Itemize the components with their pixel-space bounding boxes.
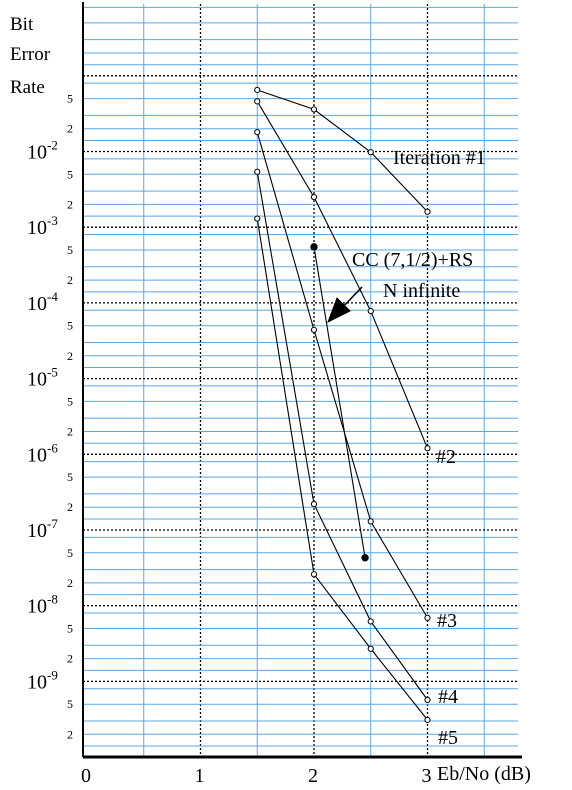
x-tick-label: 2	[308, 765, 318, 787]
y-minor-tick-label: 5	[67, 697, 73, 711]
y-minor-tick-label: 2	[67, 122, 73, 136]
axes	[82, 2, 522, 759]
y-tick-label: 10-5	[27, 365, 58, 391]
series-line	[256, 171, 428, 701]
series-line	[256, 132, 428, 619]
y-axis-label-line-2: Error	[10, 44, 51, 65]
data-point	[310, 326, 318, 333]
y-minor-tick-label: 2	[67, 349, 73, 363]
y-minor-tick-label: 5	[67, 621, 73, 635]
x-tick-label: 0	[81, 765, 91, 787]
y-minor-tick-label: 5	[67, 394, 73, 408]
data-point	[424, 696, 431, 703]
y-tick-label: 10-6	[27, 440, 58, 466]
data-point	[367, 307, 374, 315]
y-minor-tick-label: 5	[67, 243, 73, 257]
series-line	[313, 246, 366, 558]
data-point	[367, 618, 374, 625]
series-label-iteration-1: Iteration #1	[393, 147, 486, 169]
y-minor-tick-label: 2	[67, 576, 73, 590]
y-minor-tick-label: 2	[67, 273, 73, 287]
cc-annotation-line-2: N infinite	[383, 280, 460, 302]
data-point	[254, 215, 261, 222]
data-point	[310, 243, 318, 251]
y-tick-label: 10-3	[27, 213, 58, 239]
data-point	[361, 554, 369, 562]
y-minor-tick-label: 2	[67, 425, 73, 439]
data-point	[424, 614, 431, 621]
x-tick-label: 1	[195, 765, 205, 787]
data-point	[424, 208, 431, 215]
series-line	[256, 101, 429, 449]
x-axis-label: Eb/No (dB)	[437, 763, 531, 785]
cc-annotation-line-1: CC (7,1/2)+RS	[352, 249, 473, 271]
y-tick-label: 10-8	[27, 592, 58, 618]
data-point	[254, 98, 261, 105]
series-lines	[254, 86, 431, 724]
annotation-arrow-head	[327, 297, 351, 324]
data-point	[310, 106, 318, 113]
labels: Bit Error Rate Eb/No (dB) CC (7,1/2)+RS …	[10, 14, 531, 787]
series-label-3: #3	[437, 610, 457, 632]
y-minor-tick-label: 5	[67, 319, 73, 333]
data-point	[254, 86, 261, 94]
data-point	[254, 129, 261, 136]
y-minor-tick-label: 2	[67, 500, 73, 514]
y-axis-label-line-3: Rate	[10, 77, 45, 98]
data-point	[310, 571, 318, 578]
y-tick-label: 10-2	[27, 138, 58, 164]
data-point	[424, 445, 431, 452]
y-minor-tick-label: 2	[67, 197, 73, 211]
series-label-2: #2	[436, 446, 456, 468]
y-minor-tick-label: 2	[67, 727, 73, 741]
series-line	[257, 89, 428, 213]
series-line	[256, 218, 428, 721]
x-tick-label: 3	[422, 765, 432, 787]
grid	[83, 4, 518, 757]
series-label-4: #4	[438, 686, 458, 708]
data-point	[310, 193, 318, 201]
y-tick-label: 10-4	[27, 289, 58, 315]
data-point	[367, 645, 374, 652]
data-point	[254, 168, 261, 175]
data-point	[424, 716, 431, 724]
data-point	[310, 500, 318, 508]
data-point	[367, 518, 374, 525]
y-minor-tick-label: 5	[67, 546, 73, 560]
y-minor-tick-label: 5	[67, 92, 73, 106]
y-axis-label-line-1: Bit	[10, 14, 34, 35]
y-minor-tick-label: 5	[67, 167, 73, 181]
y-minor-tick-label: 5	[67, 470, 73, 484]
y-tick-label: 10-9	[27, 667, 58, 693]
data-point	[367, 149, 374, 156]
series-label-5: #5	[438, 727, 458, 749]
y-tick-label: 10-7	[27, 516, 58, 542]
y-minor-tick-label: 2	[67, 652, 73, 666]
